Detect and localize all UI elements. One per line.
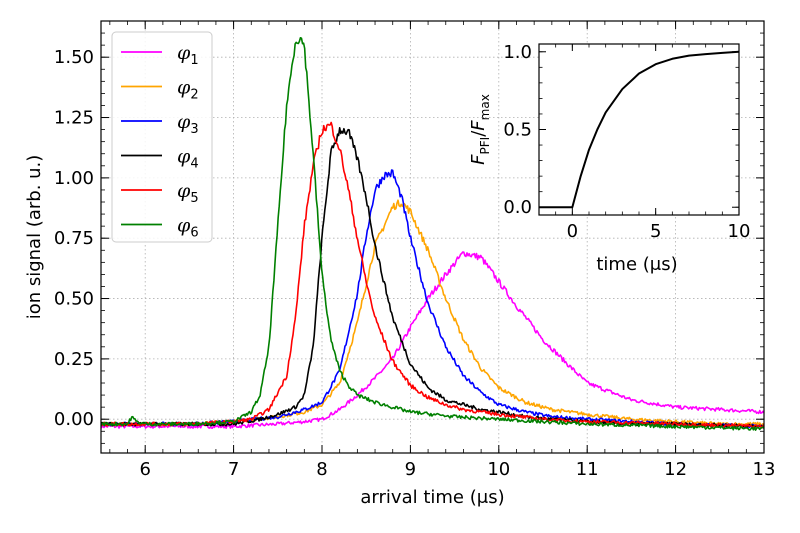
main-x-tick-label: 10 xyxy=(487,459,510,480)
main-x-tick-label: 12 xyxy=(664,459,687,480)
main-x-tick-label: 7 xyxy=(228,459,239,480)
inset-background xyxy=(539,44,739,215)
main-series-line-1 xyxy=(101,251,764,430)
main-x-tick-label: 13 xyxy=(753,459,776,480)
inset-y-tick-label: 1.0 xyxy=(503,42,532,63)
inset-plot: 0 5 10 0.0 0.5 1.0 xyxy=(503,42,750,242)
main-y-axis-label: ion signal (arb. u.) xyxy=(24,155,45,320)
main-x-axis-label: arrival time (μs) xyxy=(360,487,504,508)
main-x-tick-label: 6 xyxy=(139,459,150,480)
main-y-tick-label: 1.00 xyxy=(54,168,94,189)
inset-x-tick-label: 0 xyxy=(567,221,578,242)
main-y-tick-label: 1.50 xyxy=(54,47,94,68)
main-y-tick-label: 0.25 xyxy=(54,349,94,370)
inset-y-tick-label: 0.5 xyxy=(503,120,532,141)
inset-y-axis-label: FPFI/Fmax xyxy=(468,94,492,165)
main-x-tick-label: 9 xyxy=(405,459,416,480)
main-x-tick-label: 11 xyxy=(576,459,599,480)
inset-x-axis-label: time (μs) xyxy=(596,254,677,275)
inset-y-tick-label: 0.0 xyxy=(503,197,532,218)
main-series-group xyxy=(101,36,764,431)
main-y-tick-label: 0.50 xyxy=(54,289,94,310)
main-x-tick-label: 8 xyxy=(316,459,327,480)
inset-x-tick-label: 10 xyxy=(728,221,751,242)
inset-x-tick-label: 5 xyxy=(650,221,661,242)
main-y-tick-label: 0.75 xyxy=(54,228,94,249)
main-y-tick-label: 0.00 xyxy=(54,409,94,430)
inset-series-group xyxy=(539,50,739,209)
inset-series-line-0 xyxy=(539,50,739,209)
main-axes-frame xyxy=(100,20,765,454)
main-y-tick-label: 1.25 xyxy=(54,108,94,129)
main-series-line-6 xyxy=(101,36,764,431)
